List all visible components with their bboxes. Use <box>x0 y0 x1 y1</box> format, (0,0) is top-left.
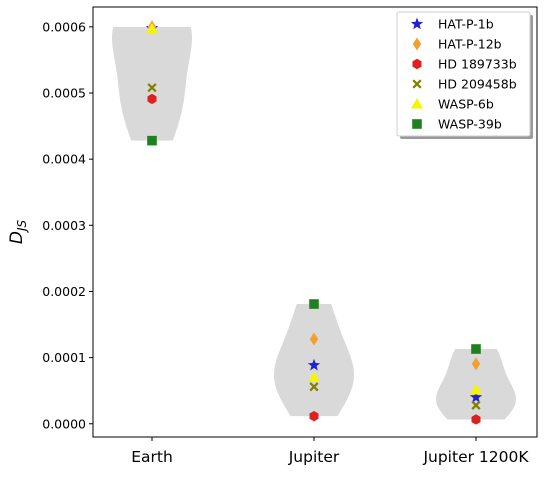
legend-marker-wasp-6b <box>411 98 423 109</box>
x-tick-label: Earth <box>131 448 173 466</box>
legend-marker-wasp-39b <box>412 119 422 129</box>
y-tick-label: 0.0003 <box>42 218 86 233</box>
legend-label: HAT-P-1b <box>438 17 494 32</box>
y-axis: 0.0000 0.0001 0.0002 0.0003 0.0004 0.0005 0.00… <box>42 19 93 431</box>
point-hat-p-1b-2 <box>469 390 483 403</box>
point-wasp-39b-2 <box>471 344 481 354</box>
y-tick-label: 0.0005 <box>42 86 86 101</box>
point-wasp-39b-0 <box>147 135 157 146</box>
x-axis: Earth Jupiter Jupiter 1200K <box>131 437 529 466</box>
legend-marker-hd-189733b <box>412 58 422 70</box>
y-tick-label: 0.0006 <box>42 19 86 34</box>
legend-label: HD 209458b <box>438 77 517 92</box>
point-wasp-6b-0 <box>146 22 158 34</box>
legend-label: WASP-6b <box>438 97 494 112</box>
legend-label: WASP-39b <box>438 117 502 132</box>
violin-earth <box>112 26 192 141</box>
plot-frame <box>92 6 538 438</box>
point-hd-209458b-2 <box>471 400 481 410</box>
point-hat-p-12b-1 <box>309 332 319 346</box>
y-axis-label-main: D <box>7 231 27 244</box>
x-tick-label: Jupiter 1200K <box>422 448 529 466</box>
y-tick-label: 0.0002 <box>42 284 86 299</box>
point-hat-p-12b-2 <box>471 357 481 371</box>
point-wasp-39b-1 <box>309 299 319 309</box>
point-hd-189733b-0 <box>147 93 157 105</box>
legend-box <box>396 11 531 137</box>
legend: HAT-P-1b HAT-P-12b HD 189733b HD 209458b WAS… <box>396 11 533 139</box>
point-hd-209458b-0 <box>147 83 157 93</box>
legend-marker-hat-p-1b <box>410 17 424 30</box>
y-axis-label-subscript: JS <box>15 219 29 233</box>
point-hat-p-1b-1 <box>307 358 321 371</box>
y-axis-label: DJS <box>7 219 29 244</box>
legend-marker-hat-p-12b <box>412 37 422 51</box>
point-hd-189733b-1 <box>309 410 319 422</box>
point-hd-189733b-2 <box>471 414 481 425</box>
x-tick-label: Jupiter <box>288 448 340 466</box>
legend-label: HD 189733b <box>438 57 517 72</box>
point-wasp-6b-2 <box>470 384 482 395</box>
legend-marker-hd-209458b <box>412 79 422 89</box>
legend-label: HAT-P-12b <box>438 37 502 52</box>
point-hd-209458b-1 <box>309 382 319 392</box>
y-tick-label: 0.0004 <box>42 152 86 167</box>
y-tick-label: 0.0000 <box>42 416 86 431</box>
point-wasp-6b-1 <box>308 371 320 382</box>
y-tick-label: 0.0001 <box>42 350 86 365</box>
data-points <box>145 20 483 425</box>
